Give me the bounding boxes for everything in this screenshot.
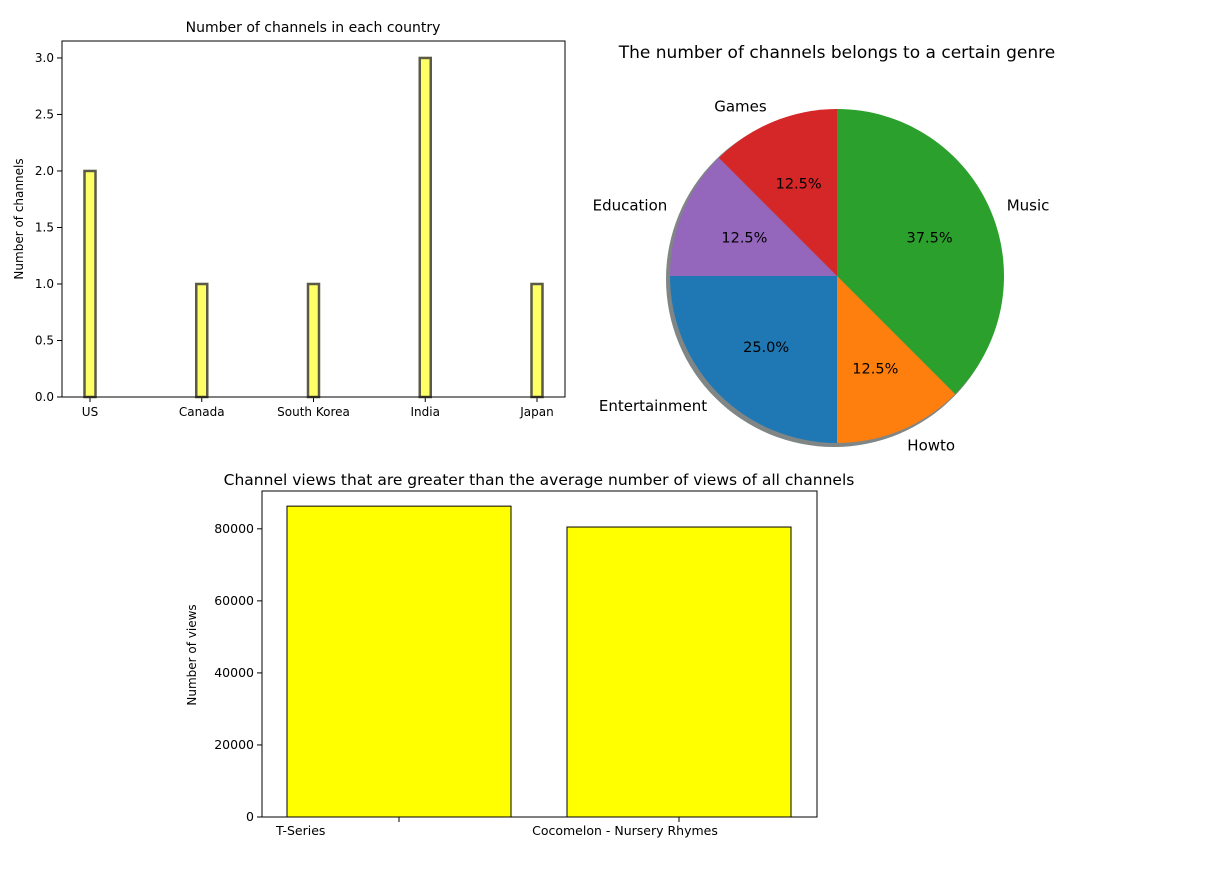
y-tick-label: 0.0 xyxy=(35,390,54,404)
x-tick-label: T-Series xyxy=(275,823,325,838)
views-chart-frame xyxy=(261,490,818,818)
bar-india xyxy=(418,56,432,399)
pie-label-howto: Howto xyxy=(907,437,955,455)
genre-pie-slices xyxy=(670,109,1005,443)
views-chart-bars xyxy=(286,505,792,818)
genre-pie-chart: The number of channels belongs to a cert… xyxy=(593,43,1056,455)
pie-slice-education xyxy=(670,157,837,276)
views-chart-y-axis: 0 20000 40000 60000 80000 xyxy=(214,521,262,824)
y-tick-label: 80000 xyxy=(214,521,254,536)
pie-slice-music xyxy=(837,109,1005,395)
country-chart-x-axis: US Canada South Korea India Japan xyxy=(82,397,554,419)
x-tick-label: Cocomelon - Nursery Rhymes xyxy=(532,823,718,838)
y-tick-label: 2.5 xyxy=(35,107,54,121)
country-chart-bars xyxy=(83,56,544,399)
bar-cocomelon-nursery-rhymes xyxy=(566,526,792,818)
y-tick-label: 1.5 xyxy=(35,220,54,234)
pie-pct-howto: 12.5% xyxy=(852,362,898,378)
y-tick-label: 0 xyxy=(246,809,254,824)
bar-japan xyxy=(530,282,544,399)
y-tick-label: 1.0 xyxy=(35,277,54,291)
bar-south-korea xyxy=(306,282,321,399)
pie-slice-games xyxy=(718,109,837,276)
views-chart-ylabel: Number of views xyxy=(185,604,199,705)
y-tick-label: 2.0 xyxy=(35,164,54,178)
bar-us xyxy=(83,169,97,399)
x-tick-label: US xyxy=(82,405,98,419)
bar-canada xyxy=(195,282,209,399)
pie-pct-education: 12.5% xyxy=(721,231,767,247)
country-chart-title: Number of channels in each country xyxy=(186,20,441,36)
y-tick-label: 40000 xyxy=(214,665,254,680)
views-bar-chart: Channel views that are greater than the … xyxy=(185,471,854,838)
pie-pct-entertainment: 25.0% xyxy=(743,340,789,356)
pie-pct-games: 12.5% xyxy=(776,176,822,192)
y-tick-label: 0.5 xyxy=(35,333,54,347)
country-chart-frame xyxy=(61,40,566,398)
country-chart-y-axis: 0.0 0.5 1.0 1.5 2.0 2.5 3.0 xyxy=(35,51,62,404)
x-tick-label: Canada xyxy=(179,405,225,419)
pie-label-games: Games xyxy=(714,97,767,115)
country-chart-ylabel: Number of channels xyxy=(12,158,26,279)
y-tick-label: 3.0 xyxy=(35,51,54,65)
pie-pct-music: 37.5% xyxy=(907,231,953,247)
x-tick-label: South Korea xyxy=(277,405,350,419)
y-tick-label: 20000 xyxy=(214,737,254,752)
pie-slice-howto xyxy=(837,276,956,443)
views-chart-title: Channel views that are greater than the … xyxy=(224,471,855,489)
country-bar-chart: Number of channels in each country Numbe… xyxy=(12,20,566,419)
genre-pie-labels: 37.5% Music 12.5% Howto 25.0% Entertainment 12… xyxy=(593,97,1050,454)
bar-t-series xyxy=(286,505,512,818)
genre-chart-title: The number of channels belongs to a cert… xyxy=(618,43,1055,63)
x-tick-label: Japan xyxy=(519,405,553,419)
pie-label-music: Music xyxy=(1007,197,1050,215)
y-tick-label: 60000 xyxy=(214,593,254,608)
pie-label-education: Education xyxy=(593,197,668,215)
x-tick-label: India xyxy=(411,405,440,419)
pie-label-entertainment: Entertainment xyxy=(599,397,707,415)
views-chart-x-axis: T-Series Cocomelon - Nursery Rhymes xyxy=(275,817,718,838)
pie-slice-entertainment xyxy=(670,276,837,443)
